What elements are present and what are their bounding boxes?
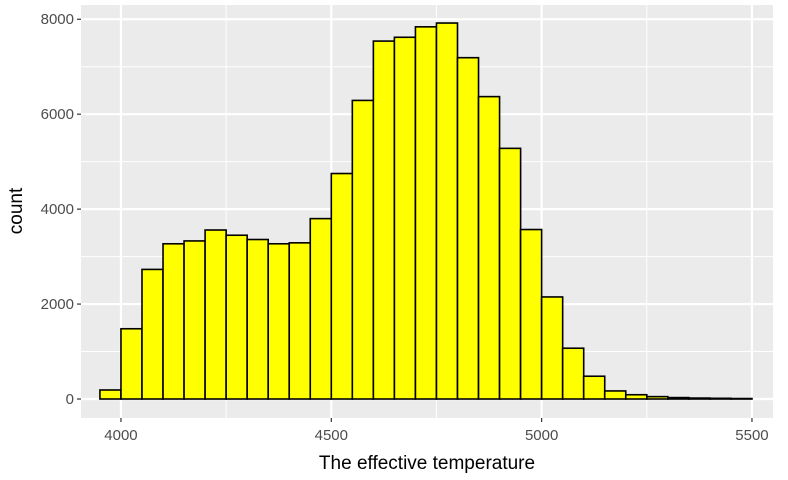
histogram-bar: [477, 95, 501, 400]
histogram-bar: [540, 296, 564, 400]
histogram-bar: [183, 240, 206, 400]
x-axis: 4000 4500 5000 5500: [104, 418, 769, 444]
histogram-bar: [561, 347, 585, 400]
y-tick-label: 6000: [41, 106, 74, 123]
histogram-bar: [372, 40, 396, 400]
x-tick-label: 4000: [104, 427, 137, 444]
y-tick-label: 4000: [41, 201, 74, 218]
histogram-bar: [603, 390, 627, 400]
histogram-bar: [667, 396, 690, 400]
histogram-bar: [204, 229, 227, 400]
histogram-bar: [582, 375, 606, 400]
histogram-bar: [267, 242, 291, 400]
histogram-bar: [120, 327, 143, 400]
histogram-bar: [162, 242, 185, 400]
y-tick-label: 0: [66, 391, 74, 408]
y-tick-label: 8000: [41, 11, 74, 28]
histogram-bar: [456, 56, 480, 400]
histogram-bar: [225, 234, 248, 400]
histogram-bar: [414, 26, 438, 400]
histogram-bar: [288, 242, 312, 400]
x-axis-title: The effective temperature: [319, 453, 535, 474]
x-tick-label: 5500: [735, 427, 768, 444]
histogram-bars: [99, 22, 753, 400]
histogram-bar: [246, 238, 269, 400]
y-axis-title: count: [6, 187, 27, 234]
histogram-bar: [688, 397, 711, 400]
histogram-bar: [99, 389, 122, 400]
histogram-bar: [351, 99, 375, 400]
histogram-bar: [393, 36, 417, 400]
histogram-bar: [330, 172, 354, 400]
histogram-bar: [141, 268, 164, 400]
y-tick-label: 2000: [41, 296, 74, 313]
histogram-bar: [519, 228, 543, 400]
histogram-bar: [624, 393, 648, 400]
histogram-bar: [645, 395, 669, 400]
x-tick-label: 5000: [525, 427, 558, 444]
y-axis: 0 2000 4000 6000 8000: [41, 11, 81, 408]
histogram-bar: [709, 397, 732, 400]
x-tick-label: 4500: [315, 427, 348, 444]
histogram-bar: [309, 217, 333, 400]
histogram-bar: [435, 22, 459, 400]
histogram-bar: [730, 397, 753, 400]
histogram-bar: [498, 147, 522, 400]
